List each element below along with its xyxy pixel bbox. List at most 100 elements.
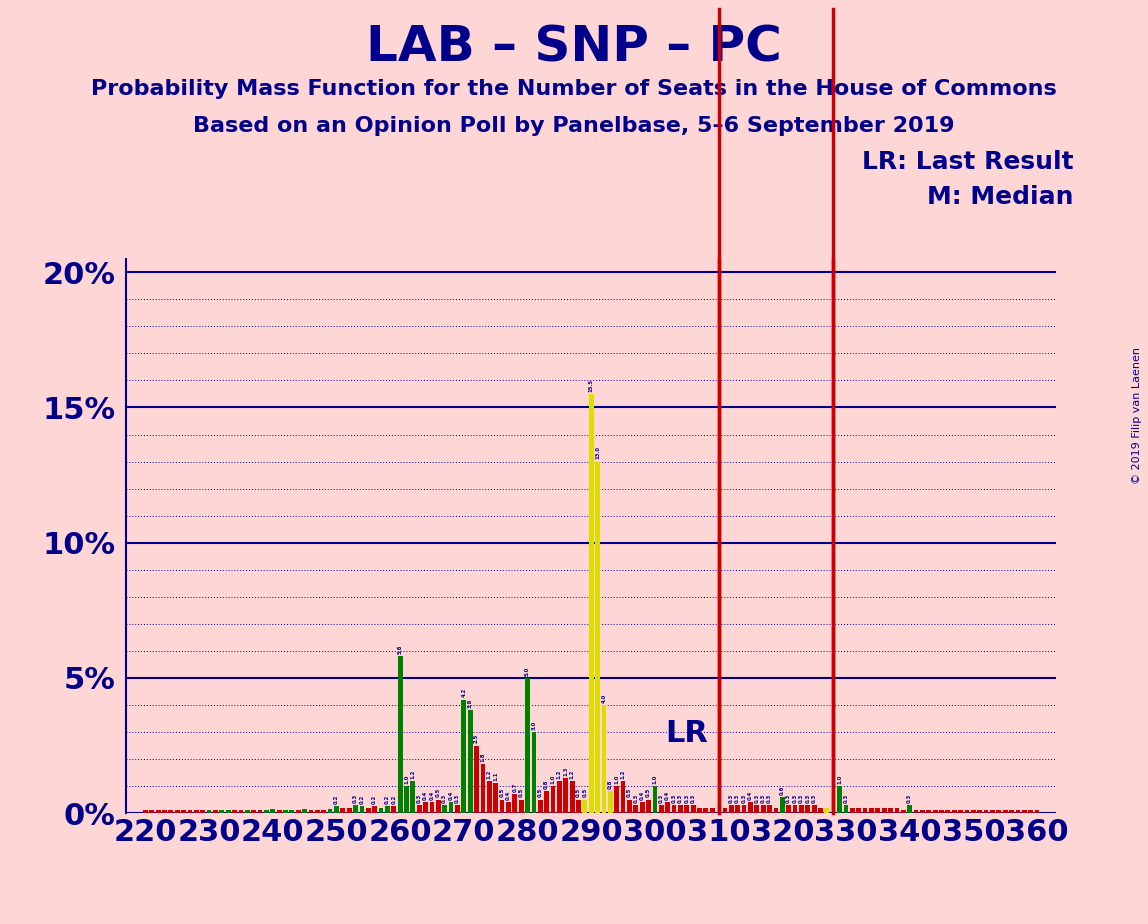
Bar <box>200 810 205 813</box>
Text: 0.5: 0.5 <box>436 788 441 797</box>
Bar <box>876 808 881 813</box>
Text: 0.3: 0.3 <box>729 794 734 803</box>
Bar <box>359 807 364 813</box>
Bar <box>149 810 154 813</box>
Bar <box>487 781 491 813</box>
Bar <box>341 808 346 813</box>
Text: Probability Mass Function for the Number of Seats in the House of Commons: Probability Mass Function for the Number… <box>91 79 1057 99</box>
Text: 0.3: 0.3 <box>799 794 804 803</box>
Bar <box>774 808 778 813</box>
Bar <box>564 778 568 813</box>
Text: 2.5: 2.5 <box>474 734 479 743</box>
Bar <box>1016 810 1021 813</box>
Bar <box>767 805 771 813</box>
Text: 0.4: 0.4 <box>639 791 645 800</box>
Bar <box>595 462 600 813</box>
Bar <box>889 808 893 813</box>
Text: 0.3: 0.3 <box>754 794 759 803</box>
Bar <box>417 805 421 813</box>
Text: 0.3: 0.3 <box>792 794 798 803</box>
Text: 5.0: 5.0 <box>525 666 530 675</box>
Bar <box>354 805 358 813</box>
Text: 0.5: 0.5 <box>537 788 543 797</box>
Bar <box>442 805 447 813</box>
Text: LR: Last Result: LR: Last Result <box>862 150 1073 174</box>
Text: 5.8: 5.8 <box>397 645 403 654</box>
Bar <box>742 805 746 813</box>
Bar <box>404 786 409 813</box>
Text: 1.0: 1.0 <box>837 774 843 784</box>
Text: 0.4: 0.4 <box>506 791 511 800</box>
Text: 13.0: 13.0 <box>595 446 600 459</box>
Text: 0.8: 0.8 <box>544 780 549 789</box>
Bar <box>659 805 664 813</box>
Text: 0.3: 0.3 <box>659 794 664 803</box>
Bar <box>736 805 740 813</box>
Bar <box>538 799 543 813</box>
Bar <box>634 805 638 813</box>
Bar <box>347 808 351 813</box>
Bar <box>251 810 256 813</box>
Bar <box>684 805 689 813</box>
Text: 0.4: 0.4 <box>665 791 670 800</box>
Bar <box>436 799 441 813</box>
Bar <box>187 810 193 813</box>
Bar <box>391 807 396 813</box>
Bar <box>652 786 658 813</box>
Bar <box>697 808 701 813</box>
Bar <box>614 786 619 813</box>
Bar <box>882 808 886 813</box>
Bar <box>646 799 651 813</box>
Text: 1.0: 1.0 <box>551 774 556 784</box>
Bar <box>639 802 644 813</box>
Text: M: Median: M: Median <box>926 185 1073 209</box>
Bar <box>729 805 734 813</box>
Bar <box>156 810 161 813</box>
Bar <box>214 810 218 813</box>
Bar <box>181 810 186 813</box>
Text: 0.5: 0.5 <box>499 788 505 797</box>
Text: 0.3: 0.3 <box>442 794 448 803</box>
Bar <box>959 810 963 813</box>
Bar <box>494 784 498 813</box>
Bar <box>1022 810 1026 813</box>
Text: 0.6: 0.6 <box>779 785 785 795</box>
Bar <box>544 792 549 813</box>
Bar <box>901 810 906 813</box>
Text: 0.5: 0.5 <box>627 788 631 797</box>
Bar <box>397 656 403 813</box>
Bar <box>971 810 976 813</box>
Bar <box>519 799 523 813</box>
Text: 0.3: 0.3 <box>761 794 766 803</box>
Text: 4.2: 4.2 <box>461 688 466 698</box>
Bar <box>704 808 708 813</box>
Text: 0.3: 0.3 <box>742 794 746 803</box>
Bar <box>933 810 938 813</box>
Text: 0.3: 0.3 <box>677 794 683 803</box>
Bar <box>144 810 148 813</box>
Bar <box>952 810 956 813</box>
Bar <box>761 805 766 813</box>
Bar <box>257 810 263 813</box>
Text: Based on an Opinion Poll by Panelbase, 5–6 September 2019: Based on an Opinion Poll by Panelbase, 5… <box>193 116 955 136</box>
Bar <box>461 699 466 813</box>
Bar <box>806 805 810 813</box>
Bar <box>691 805 696 813</box>
Bar <box>219 810 224 813</box>
Bar <box>284 810 288 813</box>
Bar <box>576 799 581 813</box>
Bar <box>411 781 416 813</box>
Bar <box>754 805 759 813</box>
Bar <box>264 810 269 813</box>
Text: 0.5: 0.5 <box>519 788 523 797</box>
Bar <box>627 799 631 813</box>
Text: 1.3: 1.3 <box>564 766 568 776</box>
Text: 1.0: 1.0 <box>652 774 658 784</box>
Text: 0.3: 0.3 <box>672 794 676 803</box>
Text: 0.2: 0.2 <box>385 795 390 804</box>
Bar <box>194 810 199 813</box>
Text: © 2019 Filip van Laenen: © 2019 Filip van Laenen <box>1132 347 1142 484</box>
Text: 0.5: 0.5 <box>646 788 651 797</box>
Bar <box>602 705 606 813</box>
Text: 0.2: 0.2 <box>372 795 378 804</box>
